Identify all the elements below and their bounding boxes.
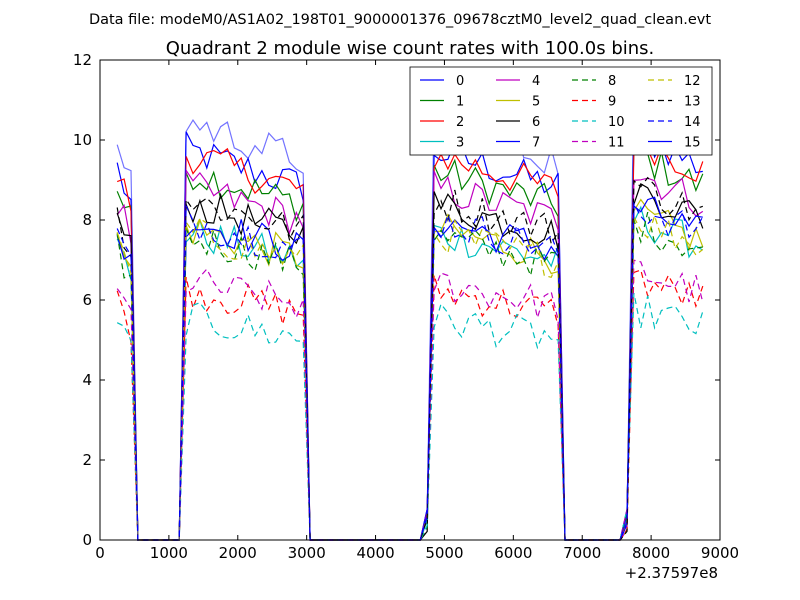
x-tick-label: 3000 — [288, 544, 326, 562]
legend-label-10: 10 — [608, 115, 625, 130]
series-line-10 — [116, 292, 704, 541]
legend-label-8: 8 — [608, 74, 616, 89]
x-tick-label: 5000 — [425, 544, 463, 562]
legend-label-6: 6 — [532, 115, 540, 130]
series-line-12 — [116, 213, 704, 541]
x-tick-label: 2000 — [219, 544, 257, 562]
series-line-13 — [116, 176, 704, 541]
x-tick-label: 8000 — [632, 544, 670, 562]
x-tick-label: 1000 — [150, 544, 188, 562]
y-tick-label: 4 — [82, 371, 92, 389]
series-line-9 — [116, 269, 704, 541]
suptitle: Data file: modeM0/AS1A02_198T01_90000013… — [89, 12, 711, 28]
y-tick-label: 10 — [73, 131, 92, 149]
series-line-0 — [116, 122, 703, 541]
legend-label-3: 3 — [456, 136, 464, 151]
legend-label-9: 9 — [608, 95, 616, 110]
legend-label-0: 0 — [456, 74, 464, 89]
series-line-4 — [116, 168, 704, 541]
legend-label-13: 13 — [684, 95, 701, 110]
legend-label-4: 4 — [532, 74, 540, 89]
x-tick-label: 7000 — [563, 544, 601, 562]
x-tick-label: 4000 — [356, 544, 394, 562]
legend-label-5: 5 — [532, 95, 540, 110]
x-tick-label: 0 — [95, 544, 105, 562]
legend-label-14: 14 — [684, 115, 701, 130]
axes: 0 1000 2000 3000 4000 5000 6000 7000 8000 9000 0 2 4… — [73, 51, 739, 562]
x-tick-label: 9000 — [701, 544, 739, 562]
legend-label-11: 11 — [608, 136, 625, 151]
series-line-8 — [116, 211, 703, 541]
y-tick-label: 2 — [82, 451, 92, 469]
y-tick-label: 6 — [82, 291, 92, 309]
legend-label-15: 15 — [684, 136, 701, 151]
legend-label-2: 2 — [456, 115, 464, 130]
series-line-3 — [116, 205, 704, 541]
series-line-5 — [116, 198, 704, 541]
legend-label-7: 7 — [532, 136, 540, 151]
y-tick-label: 0 — [82, 531, 92, 549]
x-tick-label: 6000 — [494, 544, 532, 562]
series-line-11 — [116, 259, 704, 541]
legend-box — [409, 66, 713, 156]
y-tick-label: 8 — [82, 211, 92, 229]
y-tick-label: 12 — [73, 51, 92, 69]
series-line-1 — [116, 140, 704, 541]
series-line-14 — [116, 201, 704, 541]
legend-label-1: 1 — [456, 95, 464, 110]
chart-title: Quadrant 2 module wise count rates with … — [166, 38, 655, 59]
series-line-7 — [116, 196, 703, 541]
legend-label-12: 12 — [684, 74, 701, 89]
x-offset-label: +2.37597e8 — [625, 564, 718, 582]
